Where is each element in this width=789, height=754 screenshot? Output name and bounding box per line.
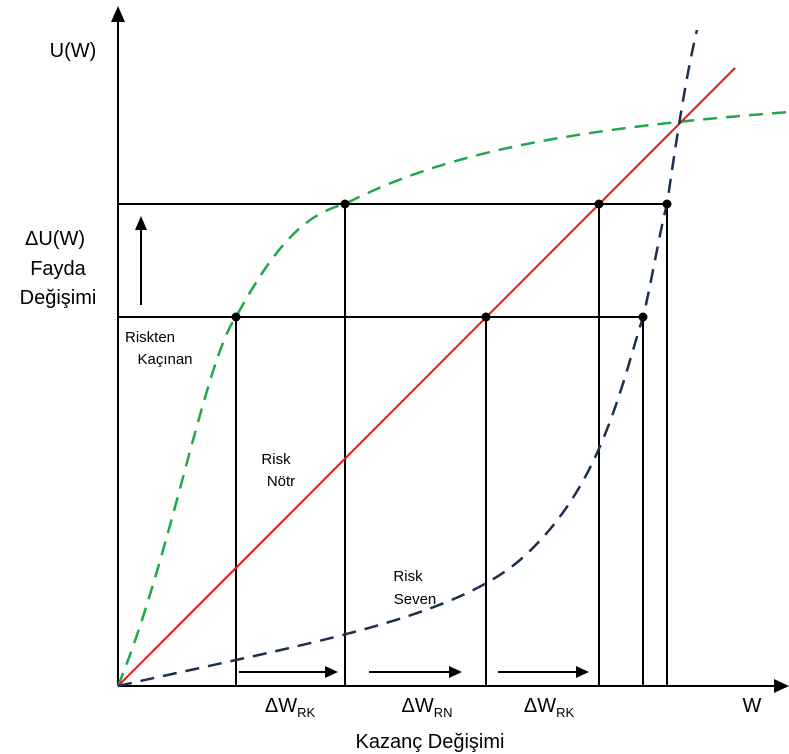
risk-averse-label-line2: Kaçınan bbox=[137, 351, 192, 368]
x-axis-caption: Kazanç Değişimi bbox=[356, 731, 505, 753]
delta-w-arrow-3-head bbox=[576, 666, 589, 678]
risk-seeking-label: Risk bbox=[393, 568, 423, 585]
x-axis-label: W bbox=[743, 695, 762, 717]
delta-w-label-3: ΔWRK bbox=[524, 695, 575, 720]
point-risk-seeking-lower bbox=[638, 312, 648, 322]
delta-u-label-line2: Fayda bbox=[30, 258, 86, 280]
risk-neutral-line bbox=[117, 67, 736, 687]
point-risk-averse-lower bbox=[231, 312, 241, 322]
delta-w-label-2: ΔWRN bbox=[401, 695, 452, 720]
point-risk-neutral-upper bbox=[594, 199, 604, 209]
delta-w-label-1: ΔWRK bbox=[265, 695, 316, 720]
delta-w-arrow-2-head bbox=[449, 666, 462, 678]
risk-neutral-label: Risk bbox=[261, 451, 291, 468]
point-risk-neutral-lower bbox=[481, 312, 491, 322]
delta-u-label-line3: Değişimi bbox=[20, 287, 97, 309]
utility-change-arrowhead bbox=[135, 216, 147, 230]
risk-averse-curve bbox=[116, 110, 789, 687]
delta-u-label: ΔU(W) bbox=[25, 228, 85, 250]
y-axis-arrowhead bbox=[111, 6, 125, 22]
risk-averse-label: Riskten bbox=[125, 329, 175, 346]
x-axis-arrowhead bbox=[774, 679, 789, 693]
point-risk-seeking-upper bbox=[662, 199, 672, 209]
risk-seeking-curve bbox=[117, 29, 699, 688]
delta-w-arrow-1-head bbox=[325, 666, 338, 678]
risk-neutral-label-line2: Nötr bbox=[267, 473, 295, 490]
risk-seeking-label-line2: Seven bbox=[394, 591, 437, 608]
y-axis-label: U(W) bbox=[50, 40, 97, 62]
point-risk-averse-upper bbox=[340, 199, 350, 209]
